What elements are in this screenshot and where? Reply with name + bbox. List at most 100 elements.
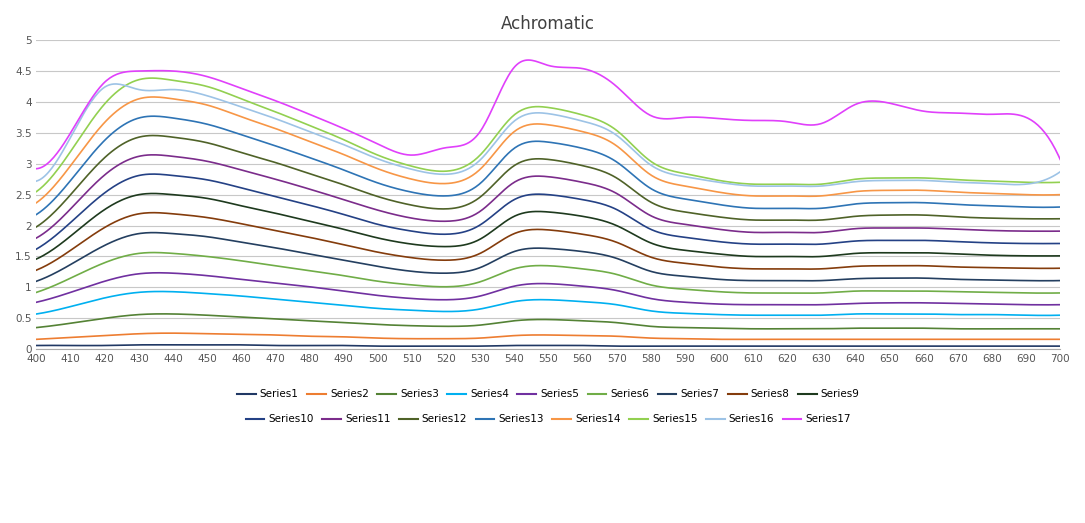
Series7: [213, 235, 226, 242]
Series11: [213, 161, 226, 167]
Series13: [146, 113, 159, 119]
Series15: [715, 178, 728, 184]
Series15: [495, 126, 508, 132]
Series15: [144, 75, 157, 81]
Series7: [146, 230, 159, 236]
Series13: [30, 211, 43, 218]
Series14: [146, 94, 159, 100]
Series10: [30, 246, 43, 252]
Series10: [213, 179, 226, 186]
Series10: [295, 200, 308, 206]
Series17: [493, 90, 506, 96]
Series11: [803, 230, 816, 236]
Line: Series8: Series8: [37, 213, 1060, 270]
Series12: [635, 193, 648, 199]
Series7: [30, 278, 43, 285]
Series15: [803, 181, 816, 188]
Series5: [1054, 302, 1067, 308]
Series9: [495, 221, 508, 228]
Series14: [495, 142, 508, 148]
Series11: [495, 189, 508, 196]
Series2: [30, 336, 43, 343]
Series11: [30, 235, 43, 241]
Series14: [30, 200, 43, 206]
Series1: [497, 343, 510, 349]
Line: Series5: Series5: [37, 273, 1060, 305]
Line: Series7: Series7: [37, 233, 1060, 281]
Line: Series10: Series10: [37, 174, 1060, 249]
Series9: [635, 235, 648, 242]
Series14: [213, 106, 226, 112]
Series5: [803, 302, 816, 308]
Series9: [715, 251, 728, 257]
Series16: [635, 154, 648, 161]
Series1: [804, 343, 817, 349]
Series10: [803, 241, 816, 247]
Series16: [108, 81, 122, 87]
Series14: [803, 193, 816, 199]
Series4: [153, 288, 166, 294]
Series17: [522, 57, 535, 63]
Series8: [1054, 265, 1067, 271]
Series15: [295, 119, 308, 126]
Series6: [715, 289, 728, 295]
Series16: [715, 179, 728, 186]
Series3: [965, 326, 978, 332]
Series8: [213, 217, 226, 223]
Series15: [635, 151, 648, 157]
Line: Series3: Series3: [37, 314, 1060, 329]
Series12: [495, 174, 508, 180]
Series3: [213, 313, 226, 319]
Series5: [151, 270, 164, 276]
Series4: [213, 291, 226, 298]
Series7: [295, 249, 308, 256]
Series3: [635, 322, 648, 328]
Series17: [293, 107, 306, 113]
Series2: [163, 330, 176, 336]
Series5: [495, 287, 508, 293]
Series3: [715, 325, 728, 332]
Series14: [715, 189, 728, 196]
Series15: [30, 188, 43, 195]
Series8: [295, 233, 308, 239]
Series7: [635, 265, 648, 271]
Series6: [148, 249, 161, 256]
Series17: [635, 106, 648, 112]
Series17: [30, 166, 43, 172]
Series6: [804, 290, 817, 296]
Series10: [715, 239, 728, 245]
Series12: [213, 143, 226, 149]
Series10: [146, 171, 159, 177]
Line: Series11: Series11: [37, 155, 1060, 238]
Series16: [804, 183, 817, 189]
Series13: [1054, 204, 1067, 210]
Series3: [30, 324, 43, 331]
Line: Series6: Series6: [37, 253, 1060, 293]
Series5: [1038, 302, 1051, 308]
Series2: [635, 335, 648, 341]
Series6: [1054, 290, 1067, 296]
Legend: Series10, Series11, Series12, Series13, Series14, Series15, Series16, Series17: Series10, Series11, Series12, Series13, …: [241, 410, 855, 428]
Series14: [1054, 191, 1067, 198]
Series6: [213, 255, 226, 261]
Series5: [715, 301, 728, 308]
Series16: [1054, 168, 1067, 175]
Series13: [635, 179, 648, 185]
Series6: [495, 270, 508, 277]
Series17: [212, 77, 225, 83]
Series11: [295, 184, 308, 190]
Line: Series13: Series13: [37, 116, 1060, 214]
Series3: [803, 326, 816, 332]
Line: Series16: Series16: [37, 84, 1060, 186]
Line: Series15: Series15: [37, 78, 1060, 191]
Series3: [1054, 326, 1067, 332]
Title: Achromatic: Achromatic: [501, 15, 596, 33]
Series9: [213, 198, 226, 204]
Series9: [1054, 253, 1067, 259]
Series13: [715, 202, 728, 208]
Series2: [804, 336, 817, 343]
Series11: [715, 226, 728, 233]
Series5: [30, 299, 43, 305]
Line: Series9: Series9: [37, 194, 1060, 259]
Series4: [295, 298, 308, 304]
